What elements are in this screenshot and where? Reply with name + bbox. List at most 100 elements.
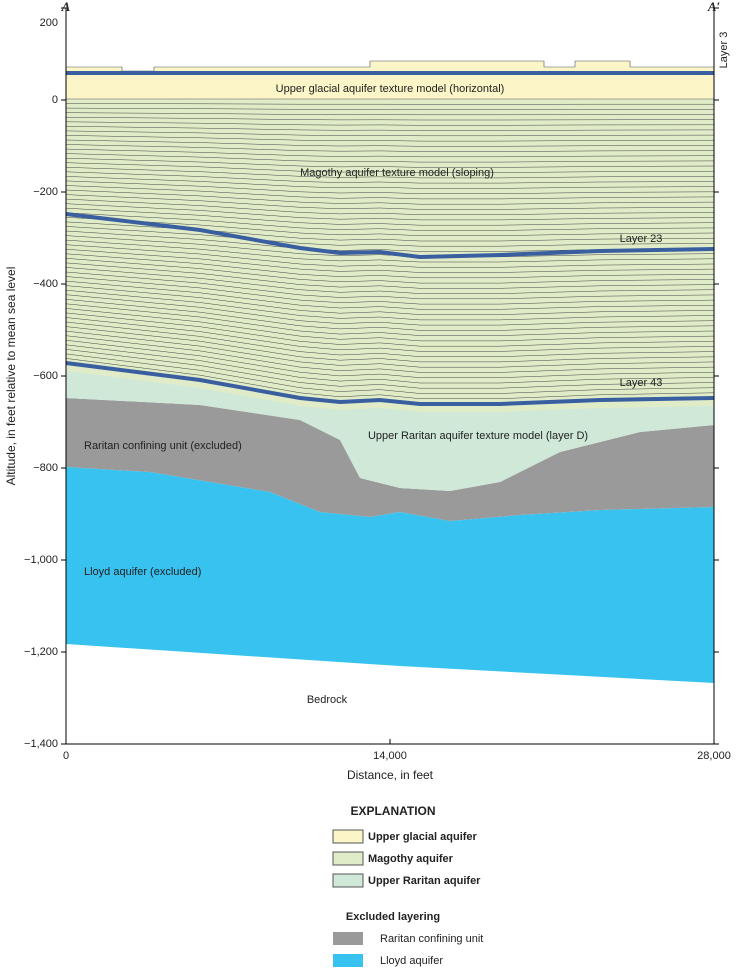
unit-label: Lloyd aquifer (excluded) bbox=[84, 566, 201, 578]
raritan-confining-unit bbox=[66, 398, 714, 521]
model-layer-line bbox=[65, 212, 715, 231]
model-layer-line bbox=[65, 194, 715, 210]
model-layer-line bbox=[65, 267, 715, 294]
model-layer-line bbox=[65, 248, 715, 273]
model-layer-line bbox=[65, 258, 715, 284]
x-tick-label: 14,000 bbox=[373, 750, 407, 762]
legend-swatch bbox=[332, 851, 364, 866]
model-layer-line bbox=[65, 330, 715, 368]
upper-glacial-aquifer bbox=[65, 60, 715, 100]
model-layer-line bbox=[65, 299, 715, 331]
model-layer-line bbox=[65, 317, 715, 352]
model-layer-line bbox=[65, 326, 715, 363]
model-layer-line bbox=[65, 235, 715, 258]
model-layer-line bbox=[65, 107, 715, 110]
model-layer-line bbox=[65, 244, 715, 268]
model-layer-line bbox=[65, 349, 715, 389]
legend-label: Lloyd aquifer bbox=[380, 955, 443, 967]
y-tick-label: 0 bbox=[52, 94, 58, 106]
legend-swatch bbox=[332, 829, 364, 844]
model-layer-line bbox=[65, 289, 715, 321]
model-layer-line bbox=[65, 185, 715, 200]
model-layer-line bbox=[65, 253, 715, 279]
unit-label: Bedrock bbox=[307, 694, 348, 706]
model-layer-line bbox=[65, 121, 715, 126]
model-layer-line bbox=[65, 321, 715, 357]
legend-subtitle: Excluded layering bbox=[346, 911, 440, 923]
model-layer-line bbox=[65, 126, 715, 131]
y-tick-label: −1,000 bbox=[24, 554, 58, 566]
section-end: A′ bbox=[707, 0, 721, 14]
legend-title: EXPLANATION bbox=[350, 804, 435, 818]
model-layer-line bbox=[65, 276, 715, 305]
model-layer-line bbox=[65, 230, 715, 252]
layer-label: Layer 3 bbox=[718, 32, 730, 69]
legend-label: Upper Raritan aquifer bbox=[368, 875, 481, 887]
model-layer-line bbox=[65, 239, 715, 263]
model-layer-line bbox=[65, 303, 715, 336]
model-layer-line bbox=[65, 171, 715, 184]
model-layer-line bbox=[65, 262, 715, 289]
model-layer-line bbox=[65, 139, 715, 147]
model-layer-line bbox=[65, 285, 715, 315]
model-layer-line bbox=[65, 148, 715, 158]
model-layer-line bbox=[65, 339, 715, 378]
model-layer-line bbox=[65, 112, 715, 116]
explanation: EXPLANATION Upper glacial aquifer Magoth… bbox=[332, 804, 483, 967]
model-layer-line bbox=[65, 312, 715, 347]
model-layer-line bbox=[65, 271, 715, 300]
model-layer-line bbox=[65, 335, 715, 373]
model-layer-line bbox=[65, 162, 715, 173]
model-layer-line bbox=[65, 189, 715, 205]
model-layer-line bbox=[65, 358, 715, 399]
y-tick-label: −1,200 bbox=[24, 646, 58, 658]
model-layer-line bbox=[65, 144, 715, 152]
y-tick-label: 200 bbox=[40, 17, 58, 29]
y-tick-label: −800 bbox=[33, 462, 58, 474]
model-layer-line bbox=[65, 116, 715, 121]
model-layer-line bbox=[65, 308, 715, 342]
legend-swatch bbox=[333, 932, 363, 945]
y-tick-label: −400 bbox=[33, 278, 58, 290]
model-layer-line bbox=[65, 198, 715, 215]
legend-label: Magothy aquifer bbox=[368, 853, 454, 865]
model-layer-line bbox=[65, 157, 715, 168]
unit-label: Raritan confining unit (excluded) bbox=[84, 440, 242, 452]
legend-label: Raritan confining unit bbox=[380, 933, 483, 945]
layer-43-line bbox=[65, 361, 715, 406]
legend-swatch bbox=[332, 873, 364, 888]
section-start: A bbox=[61, 0, 71, 14]
model-layer-line bbox=[65, 280, 715, 310]
lloyd-aquifer bbox=[66, 467, 714, 683]
model-layer-line bbox=[65, 353, 715, 394]
model-layer-line bbox=[65, 217, 715, 236]
model-layer-line bbox=[65, 221, 715, 242]
geology bbox=[65, 8, 715, 744]
model-layers bbox=[65, 103, 715, 399]
model-layer-line bbox=[65, 103, 714, 105]
y-tick-label: −600 bbox=[33, 370, 58, 382]
layer-label: Layer 43 bbox=[620, 377, 663, 389]
legend-label: Upper glacial aquifer bbox=[368, 831, 478, 843]
unit-label: Upper Raritan aquifer texture model (lay… bbox=[368, 430, 588, 442]
x-tick-label: 28,000 bbox=[697, 750, 731, 762]
model-layer-line bbox=[65, 344, 715, 384]
model-layer-line bbox=[65, 180, 715, 194]
model-layer-line bbox=[65, 207, 715, 226]
layer-23-line bbox=[65, 212, 715, 260]
y-axis-title: Altitude, in feet relative to mean sea l… bbox=[4, 267, 18, 486]
layer-label: Layer 23 bbox=[620, 233, 663, 245]
model-layer-line bbox=[65, 153, 715, 163]
legend-swatch bbox=[333, 954, 363, 967]
model-layer-line bbox=[65, 203, 715, 221]
x-axis-title: Distance, in feet bbox=[347, 768, 434, 782]
y-tick-label: −1,400 bbox=[24, 738, 58, 750]
upper-raritan-aquifer bbox=[66, 368, 714, 491]
model-layer-line bbox=[65, 176, 715, 189]
x-tick-label: 0 bbox=[63, 750, 69, 762]
model-layer-line bbox=[65, 135, 715, 142]
unit-label: Magothy aquifer texture model (sloping) bbox=[300, 167, 494, 179]
model-layer-line bbox=[65, 167, 715, 179]
unit-label: Upper glacial aquifer texture model (hor… bbox=[276, 83, 505, 95]
